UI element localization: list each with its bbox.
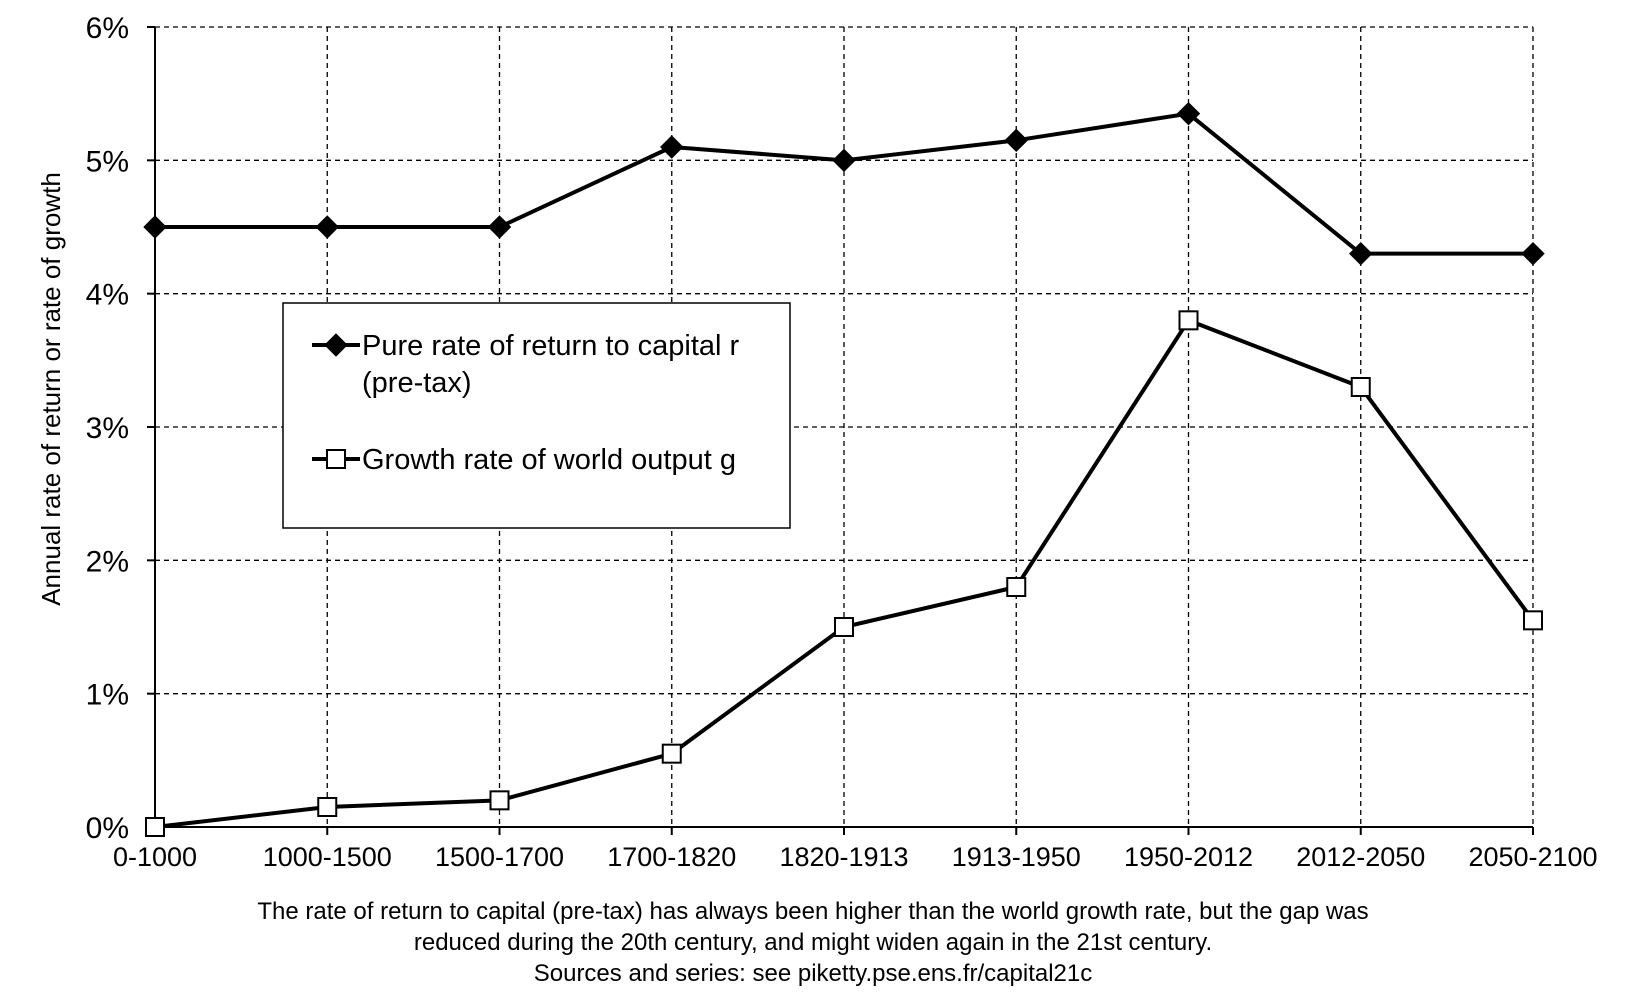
legend-entry-0: Pure rate of return to capital r (pre-tax… — [312, 330, 740, 399]
series-0-point-6 — [1176, 101, 1201, 126]
legend-swatch-marker-1 — [326, 449, 346, 469]
series-0-point-1 — [315, 215, 339, 239]
series-0-point-3 — [660, 135, 684, 159]
legend-entry-1: Growth rate of world output g — [312, 444, 736, 476]
series-0-point-7 — [1349, 241, 1373, 266]
legend-label-0-line-0: Pure rate of return to capital r — [362, 330, 740, 362]
y-tick-label-2: 2% — [86, 545, 129, 578]
y-tick-label-5: 5% — [86, 145, 129, 178]
legend-box — [282, 302, 791, 529]
y-tick-label-1: 1% — [86, 679, 129, 712]
axes — [147, 26, 1534, 835]
series-0 — [143, 101, 1545, 266]
x-tick-label-2: 1500-1700 — [435, 842, 564, 872]
x-tick-label-4: 1820-1913 — [779, 842, 908, 872]
x-tick-label-1: 1000-1500 — [263, 842, 392, 872]
series-1-point-3 — [661, 743, 682, 764]
x-tick-label-7: 2012-2050 — [1296, 842, 1425, 872]
caption-line-2: reduced during the 20th century, and mig… — [413, 929, 1213, 956]
series-1-point-2 — [489, 790, 510, 811]
series-1-point-7 — [1350, 377, 1371, 397]
x-tick-label-5: 1913-1950 — [952, 842, 1081, 872]
series-1-point-8 — [1523, 610, 1543, 631]
x-tick-label-8: 2050-2100 — [1468, 842, 1597, 872]
x-tick-label-6: 1950-2012 — [1124, 842, 1253, 872]
series-1 — [145, 310, 1543, 837]
series-1-point-6 — [1178, 310, 1199, 331]
chart-caption: The rate of return to capital (pre-tax) … — [0, 896, 1626, 989]
caption-line-1: The rate of return to capital (pre-tax) … — [257, 898, 1369, 925]
series-0-point-8 — [1521, 241, 1545, 266]
series-0-point-2 — [487, 215, 512, 239]
x-tick-labels: 0-1000 1000-1500 1500-1700 1700-1820 1820-19… — [113, 842, 1598, 872]
x-tick-label-3: 1700-1820 — [607, 842, 736, 872]
y-tick-label-0: 0% — [86, 812, 129, 845]
legend-label-1-line-0: Growth rate of world output g — [362, 444, 736, 476]
y-tick-label-3: 3% — [86, 412, 129, 445]
caption-line-3: Sources and series: see piketty.pse.ens.… — [533, 960, 1093, 987]
x-tick-label-0: 0-1000 — [113, 842, 197, 872]
y-tick-label-4: 4% — [86, 279, 129, 312]
series-1-point-1 — [317, 797, 338, 817]
series-1-point-0 — [145, 817, 165, 837]
series-1-point-4 — [834, 617, 854, 637]
series-1-point-5 — [1006, 577, 1027, 597]
series-0-point-0 — [143, 215, 167, 239]
y-tick-labels: 0% 1% 2% 3% 4% 5% 6% — [86, 12, 129, 845]
y-axis-label: Annual rate of return or rate of growth — [36, 172, 66, 606]
legend: Pure rate of return to capital r (pre-tax… — [282, 302, 791, 529]
y-tick-label-6: 6% — [86, 12, 129, 45]
legend-label-0-line-1: (pre-tax) — [362, 367, 472, 399]
series-layer — [143, 101, 1545, 837]
series-0-point-4 — [832, 148, 856, 173]
series-0-point-5 — [1004, 128, 1028, 153]
legend-swatch-marker-0 — [324, 333, 348, 357]
